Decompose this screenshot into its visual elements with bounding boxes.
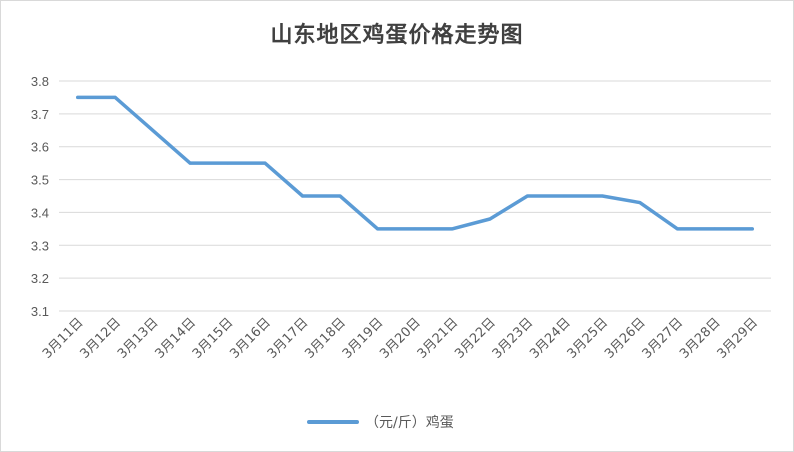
x-tick-label: 3月19日 xyxy=(340,315,387,362)
series-line xyxy=(75,95,755,231)
legend: （元/斤）鸡蛋 xyxy=(307,414,454,431)
x-tick-label: 3月17日 xyxy=(265,315,312,362)
x-tick-label: 3月26日 xyxy=(602,315,649,362)
legend-label: （元/斤）鸡蛋 xyxy=(365,414,454,431)
y-tick-label: 3.1 xyxy=(31,304,49,319)
data-point xyxy=(113,95,117,99)
data-point xyxy=(338,194,342,198)
x-tick-label: 3月25日 xyxy=(565,315,612,362)
data-point xyxy=(750,227,754,231)
data-point xyxy=(638,201,642,205)
x-tick-label: 3月20日 xyxy=(377,315,424,362)
data-point xyxy=(188,161,192,165)
data-point xyxy=(563,194,567,198)
data-point xyxy=(450,227,454,231)
x-tick-label: 3月21日 xyxy=(415,315,462,362)
y-tick-label: 3.8 xyxy=(31,74,49,89)
data-point xyxy=(488,217,492,221)
x-tick-label: 3月27日 xyxy=(640,315,687,362)
x-tick-label: 3月28日 xyxy=(677,315,724,362)
data-point xyxy=(600,194,604,198)
data-point xyxy=(263,161,267,165)
x-tick-label: 3月13日 xyxy=(115,315,162,362)
y-tick-label: 3.3 xyxy=(31,238,49,253)
x-tick-label: 3月16日 xyxy=(227,315,274,362)
x-tick-label: 3月12日 xyxy=(77,315,124,362)
x-tick-label: 3月22日 xyxy=(452,315,499,362)
chart-title: 山东地区鸡蛋价格走势图 xyxy=(270,23,524,48)
data-point xyxy=(301,194,305,198)
y-tick-label: 3.7 xyxy=(31,107,49,122)
y-axis-ticks: 3.1 3.2 3.3 3.4 3.5 3.6 3.7 3.8 xyxy=(31,74,49,319)
series-layer xyxy=(75,95,755,231)
data-point xyxy=(76,95,80,99)
x-axis-ticks: 3月11日3月12日3月13日3月14日3月15日3月16日3月17日3月18日… xyxy=(40,315,761,362)
data-point xyxy=(376,227,380,231)
x-tick-label: 3月29日 xyxy=(715,315,762,362)
data-point xyxy=(413,227,417,231)
gridlines xyxy=(59,80,771,312)
x-tick-label: 3月11日 xyxy=(40,315,87,362)
x-tick-label: 3月14日 xyxy=(152,315,199,362)
y-tick-label: 3.6 xyxy=(31,140,49,155)
x-tick-label: 3月24日 xyxy=(527,315,574,362)
y-tick-label: 3.4 xyxy=(31,205,49,220)
y-tick-label: 3.2 xyxy=(31,271,49,286)
data-point xyxy=(151,128,155,132)
data-point xyxy=(713,227,717,231)
x-tick-label: 3月23日 xyxy=(490,315,537,362)
data-point xyxy=(226,161,230,165)
x-tick-label: 3月15日 xyxy=(190,315,237,362)
data-point xyxy=(675,227,679,231)
x-tick-label: 3月18日 xyxy=(302,315,349,362)
y-tick-label: 3.5 xyxy=(31,173,49,188)
data-point xyxy=(525,194,529,198)
